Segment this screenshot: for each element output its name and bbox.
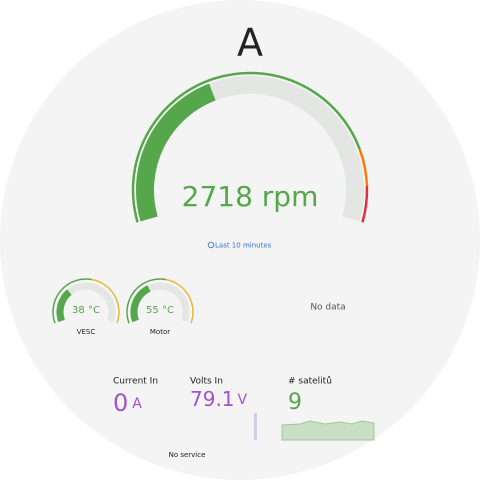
temp-label: VESC: [77, 328, 96, 336]
value: 2718: [182, 180, 253, 213]
sparkline: [281, 420, 375, 441]
gauge-arcs: [52, 71, 369, 324]
unit: V: [238, 392, 248, 408]
stat-value: 79.1 V: [190, 387, 248, 411]
title: A: [237, 21, 263, 65]
temp-value: 38 °C: [72, 305, 100, 316]
unit: °C: [88, 305, 100, 316]
gauge-arc: [165, 278, 194, 324]
rpm-value: 2718 rpm: [182, 180, 319, 213]
gauge-arc: [56, 289, 72, 323]
gauge-arc: [130, 285, 151, 323]
unit: A: [132, 396, 142, 412]
gauge-arc: [361, 185, 369, 223]
clock-icon: [207, 241, 215, 249]
time-range: Last 10 minutes: [215, 242, 272, 250]
stat-label: Current In: [113, 377, 158, 387]
no-data: No data: [310, 303, 345, 313]
temp-label: Motor: [150, 328, 170, 336]
value: 0: [113, 389, 128, 417]
temp-value: 55 °C: [146, 305, 174, 316]
stat-value: 9: [288, 390, 302, 415]
unit: °C: [162, 305, 174, 316]
gauge-arc: [91, 278, 120, 324]
gauge-arc: [358, 149, 369, 186]
stat-label: # satelitů: [288, 376, 332, 387]
gauge-arc: [131, 71, 362, 223]
footer: No service: [169, 451, 206, 459]
value: 55: [146, 305, 159, 316]
gauge-arc: [136, 83, 216, 222]
unit: rpm: [262, 180, 319, 213]
stat-label: Volts In: [190, 377, 223, 387]
value: 79.1: [190, 387, 235, 411]
value: 38: [72, 305, 85, 316]
gauge-arc: [126, 278, 166, 324]
sparkline: [254, 413, 257, 440]
gauge-arc: [52, 278, 92, 324]
